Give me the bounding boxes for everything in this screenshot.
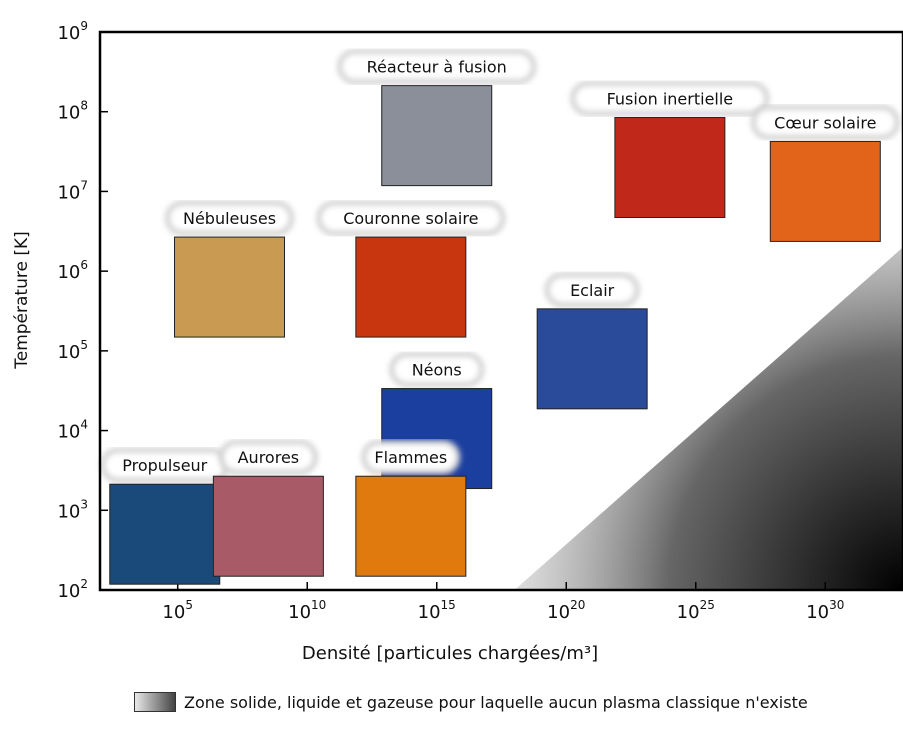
data-point: Réacteur à fusion xyxy=(337,49,537,187)
y-tick-label: 106 xyxy=(57,258,88,283)
point-label: Flammes xyxy=(374,448,447,467)
x-tick-label: 1010 xyxy=(288,598,326,623)
y-tick-label: 109 xyxy=(57,19,88,44)
x-tick-label: 1030 xyxy=(806,598,844,623)
point-label: Fusion inertielle xyxy=(607,90,734,109)
point-image xyxy=(212,475,324,577)
label-cloud xyxy=(218,439,318,475)
x-tick-label: 105 xyxy=(162,598,193,623)
point-label: Couronne solaire xyxy=(343,209,478,228)
y-axis-label: Température [K] xyxy=(12,231,32,369)
point-image xyxy=(536,308,648,410)
data-point: Fusion inertielle xyxy=(570,81,770,219)
legend-swatch xyxy=(134,692,176,712)
data-point: Cœur solaire xyxy=(750,104,900,242)
label-cloud xyxy=(389,352,485,388)
legend: Zone solide, liquide et gazeuse pour laq… xyxy=(134,692,808,712)
legend-label: Zone solide, liquide et gazeuse pour laq… xyxy=(184,692,808,712)
point-image xyxy=(174,236,286,338)
label-cloud xyxy=(165,200,295,236)
data-point: Aurores xyxy=(212,439,324,577)
label-cloud xyxy=(570,81,770,117)
data-point: Eclair xyxy=(536,272,648,410)
x-axis-label: Densité [particules chargées/m³] xyxy=(301,643,599,664)
point-label: Aurores xyxy=(238,448,300,467)
y-tick-label: 102 xyxy=(57,577,88,602)
point-label: Cœur solaire xyxy=(774,113,876,132)
point-label: Nébuleuses xyxy=(183,209,276,228)
label-cloud xyxy=(316,200,506,236)
point-label: Néons xyxy=(412,361,462,380)
data-point: Propulseur xyxy=(100,447,230,585)
point-image xyxy=(355,236,467,338)
y-tick-label: 105 xyxy=(57,338,88,363)
data-point: Nébuleuses xyxy=(165,200,295,338)
point-image xyxy=(614,117,726,219)
point-label: Propulseur xyxy=(122,456,207,475)
y-tick-label: 103 xyxy=(57,497,88,522)
plot-frame xyxy=(98,30,903,592)
label-cloud xyxy=(337,49,537,85)
y-tick-label: 107 xyxy=(57,178,88,203)
x-tick-label: 1020 xyxy=(547,598,585,623)
no-plasma-region xyxy=(514,247,903,590)
label-cloud xyxy=(361,439,461,475)
point-image xyxy=(769,140,881,242)
y-tick-label: 104 xyxy=(57,418,88,443)
data-point: Couronne solaire xyxy=(316,200,506,338)
point-label: Réacteur à fusion xyxy=(367,58,507,77)
x-tick-label: 1025 xyxy=(677,598,715,623)
point-image xyxy=(381,85,493,187)
point-image xyxy=(109,483,221,585)
label-cloud xyxy=(544,272,640,308)
x-tick-label: 1015 xyxy=(418,598,456,623)
y-tick-label: 108 xyxy=(57,99,88,124)
data-point: Flammes xyxy=(355,439,467,577)
point-image xyxy=(355,475,467,577)
label-cloud xyxy=(750,104,900,140)
point-label: Eclair xyxy=(570,281,615,300)
